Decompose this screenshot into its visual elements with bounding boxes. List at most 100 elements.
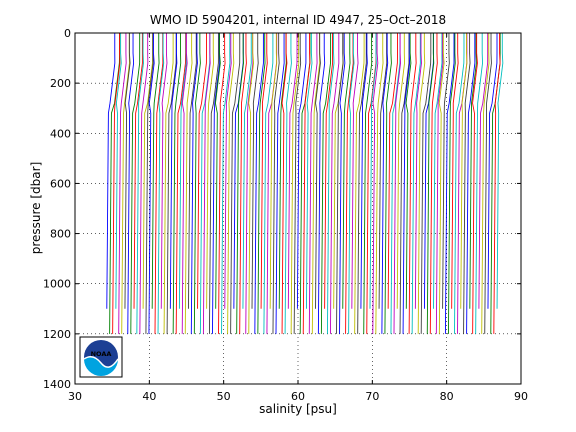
noaa-logo-text: NOAA [91,350,112,358]
salinity-profile-line [260,33,268,309]
salinity-profile-line [136,33,144,334]
salinity-profile-line [230,33,241,334]
salinity-profile-line [342,33,351,309]
salinity-profile-line [351,33,359,309]
salinity-profile-line [442,33,450,309]
salinity-profile-line [127,33,135,334]
y-tick-label: 1400 [43,378,71,391]
salinity-profile-line [269,33,278,309]
salinity-profile-line [212,33,221,334]
salinity-profile-line [378,33,388,309]
salinity-profile-line [387,33,398,309]
salinity-profile-line [209,33,219,334]
salinity-profile-line [493,33,501,334]
salinity-profile-line [472,33,478,334]
salinity-profile-line [324,33,334,309]
salinity-profile-line [178,33,187,309]
salinity-profile-line [130,33,141,334]
salinity-profile-line [154,33,164,334]
salinity-profile-line [106,33,116,309]
salinity-profile-line [438,33,445,334]
salinity-profile-line [348,33,355,334]
salinity-profile-line [369,33,377,309]
salinity-profile-line [326,33,335,334]
salinity-profile-line [306,33,313,309]
salinity-profile-line [463,33,471,334]
salinity-profile-line [218,33,226,334]
salinity-profile-line [308,33,318,334]
salinity-profile-line [239,33,247,334]
salinity-profile-line [251,33,259,309]
salinity-profile-line [227,33,235,334]
x-tick-label: 80 [440,390,454,403]
salinity-profile-line [444,33,455,334]
salinity-profile-line [181,33,188,334]
salinity-profile-line [478,33,489,309]
y-axis-label: pressure [dbar] [29,162,43,255]
salinity-profile-line [184,33,193,334]
salinity-profile-line [160,33,168,309]
salinity-profile-line [399,33,410,334]
salinity-profile-line [236,33,244,334]
salinity-profile-line [384,33,392,334]
y-tick-label: 200 [50,77,71,90]
y-tick-label: 400 [50,127,71,140]
salinity-profile-line [315,33,321,309]
salinity-profile-line [429,33,438,334]
salinity-profile-line [393,33,402,334]
salinity-profile-line [414,33,422,309]
salinity-profile-line [257,33,266,334]
y-tick-label: 800 [50,228,71,241]
salinity-profile-line [481,33,490,334]
salinity-profile-line [133,33,143,309]
salinity-profile-line [121,33,130,334]
profiles [106,33,504,334]
salinity-profile-line [287,33,298,309]
salinity-profile-line [263,33,274,334]
salinity-profile-line [402,33,411,334]
salinity-profile-line [296,33,307,309]
salinity-profile-line [396,33,405,309]
salinity-profile-line [142,33,154,309]
x-tick-label: 40 [142,390,156,403]
x-tick-label: 30 [68,390,82,403]
y-tick-label: 600 [50,177,71,190]
salinity-profile-line [357,33,367,334]
salinity-profile-line [166,33,177,334]
salinity-profile-line [148,33,155,334]
salinity-profile-line [145,33,154,334]
salinity-profile-line [487,33,498,309]
salinity-profile-line [317,33,326,334]
salinity-profile-line [408,33,417,334]
salinity-profile-line [151,33,160,309]
salinity-profile-line [302,33,311,334]
salinity-profile-line [330,33,340,334]
salinity-profile-line [169,33,178,309]
salinity-profile-line [336,33,344,334]
salinity-profile-line [278,33,287,309]
salinity-profile-line [411,33,421,334]
y-tick-label: 1000 [43,278,71,291]
salinity-profile-line [281,33,288,334]
salinity-profile-line [420,33,432,334]
salinity-profile-line [197,33,207,309]
salinity-profile-line [248,33,255,334]
salinity-profile-line [345,33,354,334]
x-tick-label: 70 [365,390,379,403]
salinity-profile-line [475,33,483,334]
salinity-profile-line [447,33,456,334]
salinity-profile-line [484,33,492,334]
salinity-profile-line [375,33,384,334]
salinity-profile-line [284,33,292,334]
salinity-profile-line [190,33,198,334]
salinity-profile-line [320,33,332,334]
salinity-profile-line [254,33,264,334]
x-tick-label: 90 [514,390,528,403]
salinity-profile-line [115,33,122,309]
salinity-profile-line [466,33,476,334]
salinity-profile-line [405,33,412,309]
chart-title: WMO ID 5904201, internal ID 4947, 25–Oct… [150,13,446,27]
salinity-profile-line [311,33,321,334]
salinity-profile-line [224,33,232,309]
